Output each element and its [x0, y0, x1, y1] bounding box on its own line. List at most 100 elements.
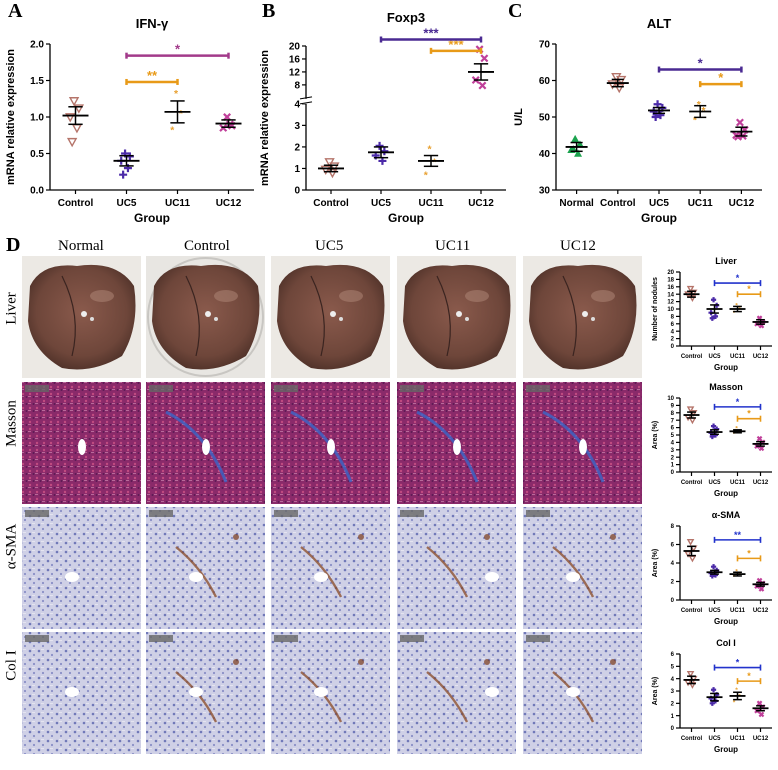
y-tick-label: 5: [671, 433, 675, 439]
x-tick-label: UC5: [708, 608, 721, 614]
image-liver-3: [397, 256, 516, 378]
series-uc5: [706, 297, 723, 321]
series-uc11: ***: [729, 426, 746, 438]
scale-bar: [25, 385, 49, 392]
data-point: [478, 81, 487, 90]
series-uc5: [648, 100, 670, 121]
data-point: *: [693, 116, 698, 127]
specular-highlight: [339, 290, 363, 302]
x-axis-label: Group: [714, 489, 738, 498]
positive-stain: [484, 534, 490, 540]
series-uc12: [752, 315, 769, 329]
scale-bar: [400, 635, 424, 642]
y-tick-label: 0: [671, 344, 675, 350]
x-tick-label: UC12: [753, 480, 769, 486]
liver-lobe: [277, 264, 385, 370]
y-tick-label: 1: [294, 164, 300, 175]
scale-bar: [149, 635, 173, 642]
positive-stain: [233, 659, 239, 665]
significance-label: *: [736, 658, 740, 668]
data-point: [569, 145, 578, 153]
y-tick-label: 4: [671, 677, 675, 683]
image-asma-3: [397, 507, 516, 629]
y-tick-label: 20: [667, 270, 674, 276]
data-point: [688, 682, 697, 689]
positive-stain: [610, 534, 616, 540]
data-point: [574, 149, 583, 157]
scale-bar: [149, 510, 173, 517]
y-tick-label: 10: [667, 307, 674, 313]
significance-label: *: [736, 397, 740, 407]
y-tick-label: 30: [539, 186, 551, 197]
y-tick-label: 7: [671, 418, 675, 424]
x-tick-label: Control: [313, 198, 349, 209]
scale-bar: [400, 510, 424, 517]
positive-stain: [300, 546, 343, 598]
data-point: [571, 134, 580, 143]
image-col-0: [22, 632, 141, 754]
image-masson-3: [397, 382, 516, 504]
positive-stain: [610, 659, 616, 665]
axis-break-mark: [299, 96, 313, 100]
y-tick-label: 3: [671, 448, 675, 454]
column-header-uc12: UC12: [560, 238, 596, 254]
x-tick-label: UC12: [468, 198, 494, 209]
y-tick-label: 0.5: [30, 149, 44, 160]
series-control: [683, 285, 700, 302]
vessel-lumen: [566, 687, 580, 697]
x-axis-label: Group: [388, 211, 424, 225]
x-axis-label: Group: [641, 211, 677, 225]
nodule: [90, 317, 94, 321]
y-tick-label: 4: [671, 329, 675, 335]
y-axis-label: mRNA relative expression: [5, 49, 17, 185]
vessel-lumen: [65, 572, 79, 582]
series-uc5: [706, 564, 723, 579]
x-axis-label: Group: [134, 211, 170, 225]
x-tick-label: UC12: [729, 198, 755, 209]
image-asma-0: [22, 507, 141, 629]
y-tick-label: 2: [671, 337, 675, 343]
data-point: [223, 113, 232, 121]
ihc-stain: [271, 507, 390, 629]
y-tick-label: 6: [671, 426, 675, 432]
series-uc11: ***: [729, 687, 746, 706]
vessel-lumen: [579, 439, 587, 455]
chart-c-alt: ALT 30 40 50 60 70 Normal Control UC5 UC11 UC12 Gro…: [513, 16, 762, 225]
series-uc5: [368, 141, 394, 165]
x-tick-label: Control: [681, 608, 703, 614]
x-tick-label: UC11: [730, 608, 746, 614]
data-point: [735, 118, 744, 127]
y-tick-label: 8: [671, 411, 675, 417]
y-tick-label: 1.5: [30, 76, 44, 87]
image-liver-4: [523, 256, 642, 378]
y-tick-label: 1: [671, 714, 675, 720]
image-asma-2: [271, 507, 390, 629]
image-asma-4: [523, 507, 642, 629]
y-tick-label: 8: [294, 80, 300, 91]
nodule: [339, 317, 343, 321]
data-point: *: [170, 126, 175, 137]
y-tick-label: 3: [671, 689, 675, 695]
nodule: [330, 311, 336, 317]
data-point: [615, 75, 627, 86]
series-uc12: [468, 45, 494, 90]
ihc-stain: [146, 632, 265, 754]
specular-highlight: [591, 290, 615, 302]
nodule: [214, 317, 218, 321]
image-col-4: [523, 632, 642, 754]
data-point: [327, 168, 338, 179]
vessel-lumen: [327, 439, 335, 455]
lobe-fissure: [61, 275, 76, 357]
series-control: [683, 670, 700, 689]
positive-stain: [358, 534, 364, 540]
series-uc5: [706, 423, 723, 440]
data-point: [710, 423, 717, 429]
data-point: [65, 113, 76, 123]
dish-rim: [147, 257, 264, 377]
image-col-2: [271, 632, 390, 754]
positive-stain: [426, 546, 469, 598]
data-point: [686, 538, 695, 546]
